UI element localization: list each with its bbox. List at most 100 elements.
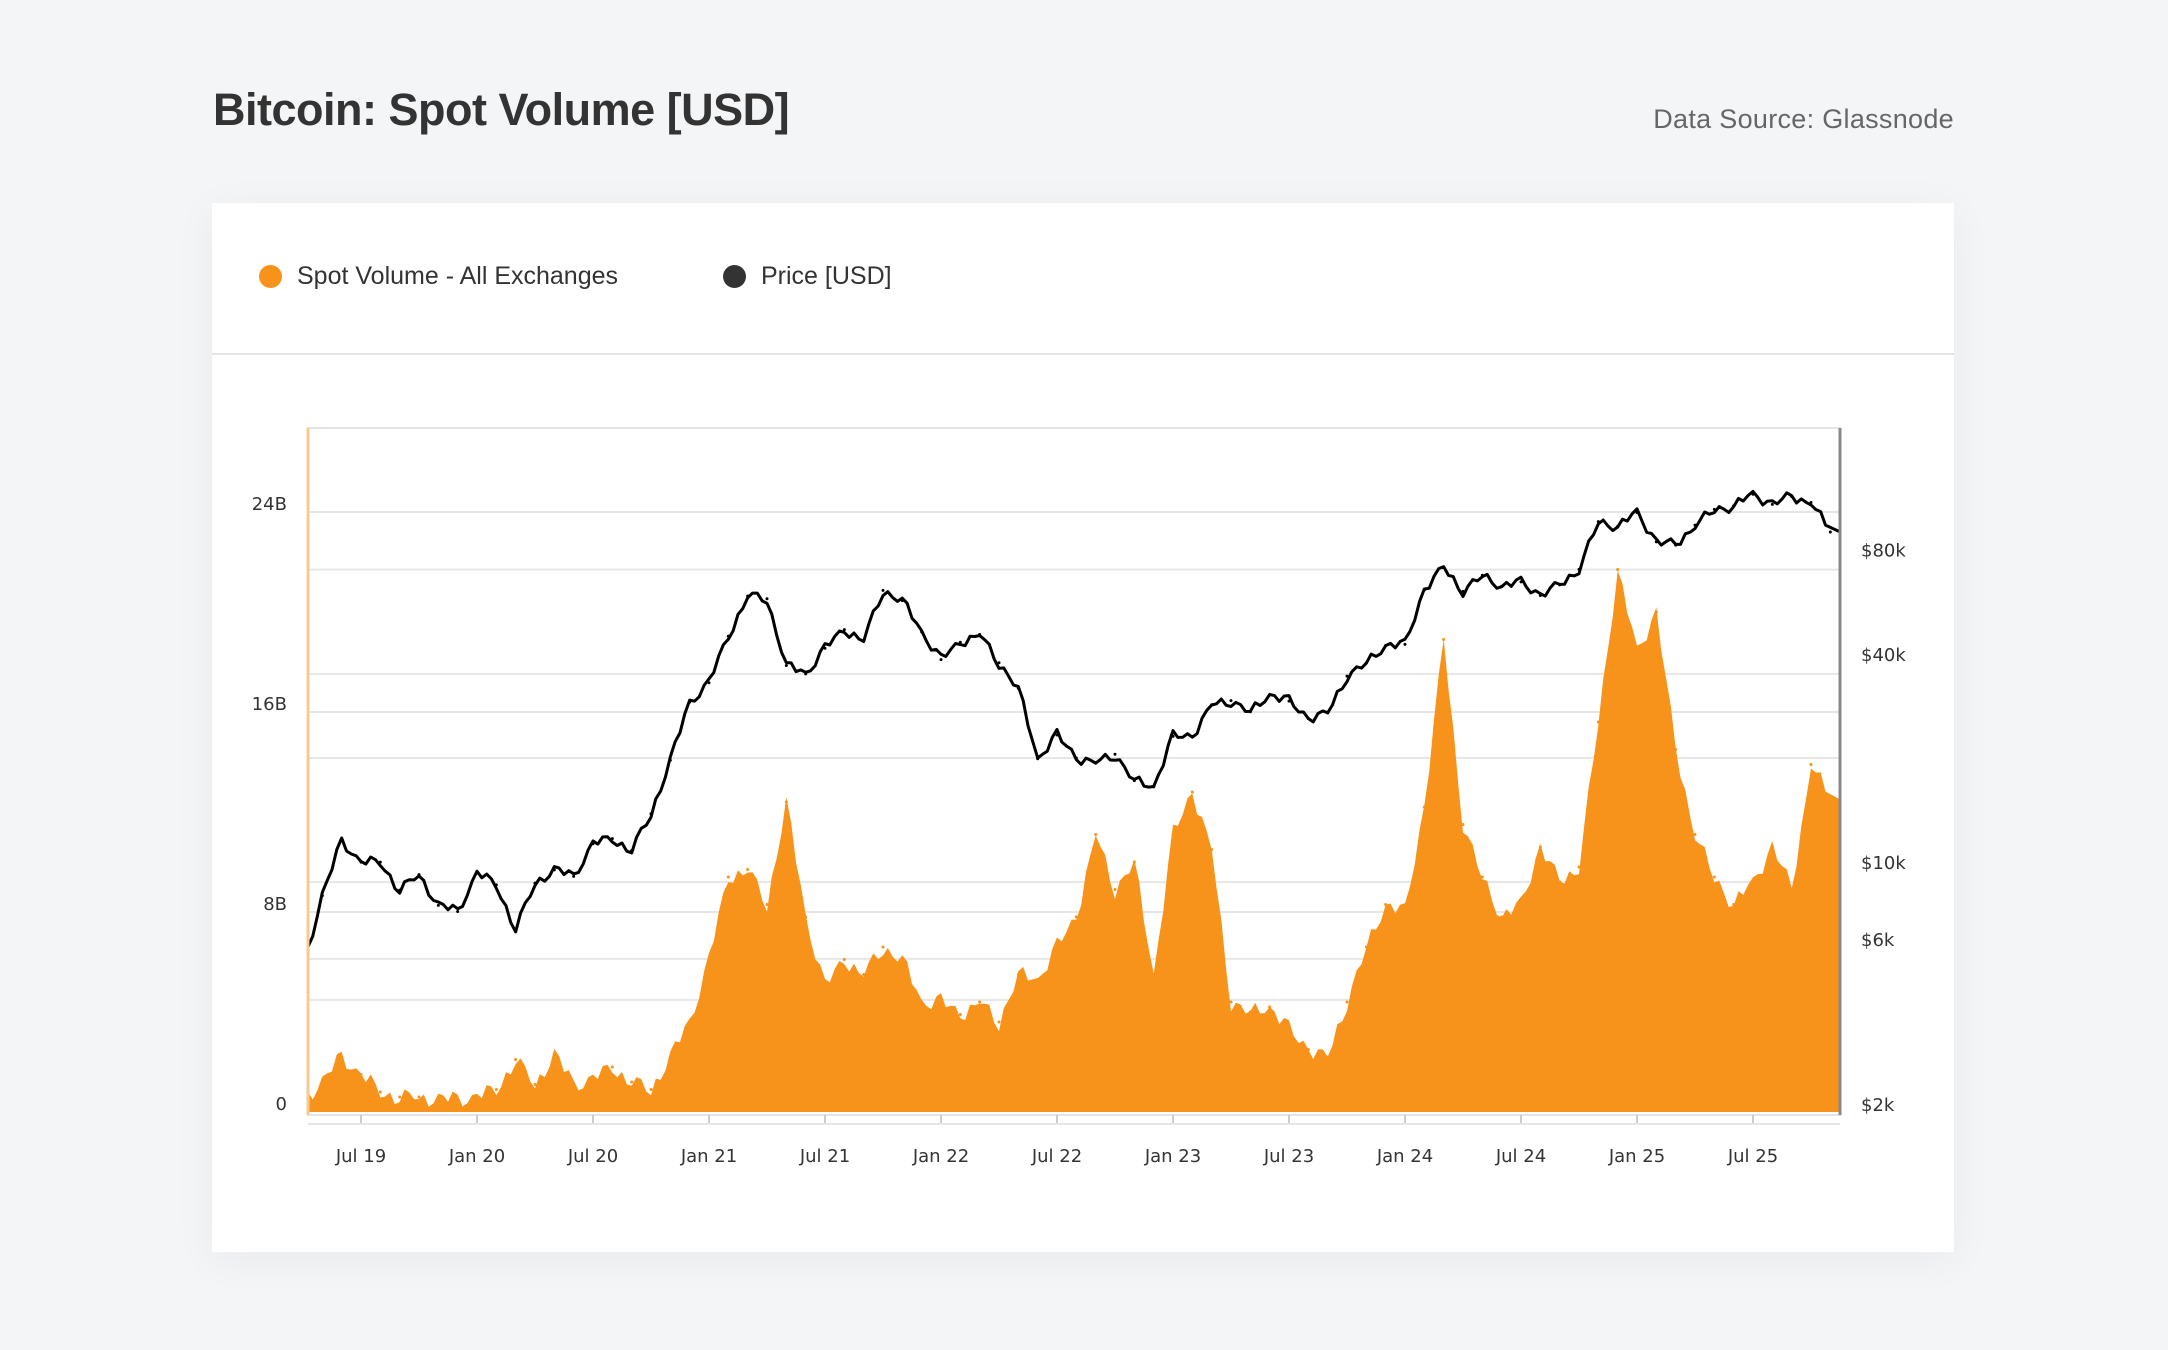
volume-point <box>804 915 808 919</box>
volume-point <box>978 1000 982 1004</box>
y-right-tick-label: $6k <box>1861 930 1895 951</box>
price-point <box>533 881 537 885</box>
price-point <box>514 927 518 931</box>
price-point <box>398 888 402 892</box>
price-point <box>1442 565 1446 569</box>
volume-point <box>1635 650 1639 654</box>
x-tick-label: Jul 20 <box>567 1146 618 1167</box>
volume-point <box>1828 798 1832 801</box>
price-point <box>1616 524 1620 528</box>
volume-point <box>436 1098 440 1101</box>
volume-point <box>1616 568 1620 571</box>
price-point <box>997 661 1001 665</box>
volume-point <box>746 868 750 871</box>
volume-point <box>920 1000 924 1004</box>
y-right-tick-label: $10k <box>1861 853 1906 874</box>
price-point <box>1364 661 1368 665</box>
volume-point <box>1712 875 1716 879</box>
x-tick-label: Jan 23 <box>1144 1146 1201 1167</box>
volume-point <box>1306 1048 1310 1051</box>
volume-point <box>378 1090 382 1094</box>
volume-point <box>475 1095 479 1099</box>
volume-point <box>939 1000 943 1004</box>
volume-point <box>1751 880 1755 884</box>
x-tick-label: Jul 19 <box>335 1146 386 1167</box>
volume-point <box>552 1053 556 1056</box>
volume-point <box>1384 903 1388 906</box>
price-point <box>1770 502 1774 506</box>
price-point <box>1152 785 1156 789</box>
volume-point <box>881 945 885 949</box>
price-point <box>1132 779 1136 783</box>
price-point <box>1712 507 1716 511</box>
y-right-tick-label: $2k <box>1861 1095 1895 1116</box>
volume-point <box>1596 720 1600 724</box>
price-point <box>958 640 962 644</box>
price-point <box>707 681 711 685</box>
legend-dot-price-icon <box>723 265 746 288</box>
y-right-tick-label: $40k <box>1861 645 1906 666</box>
price-point <box>494 883 498 887</box>
price-point <box>1306 717 1310 721</box>
price-point <box>900 599 904 603</box>
volume-point <box>1654 610 1658 614</box>
price-point <box>475 871 479 875</box>
volume-point <box>1248 1010 1252 1014</box>
price-point <box>1809 501 1813 505</box>
legend-label-price: Price [USD] <box>761 262 892 290</box>
price-point <box>456 910 460 914</box>
volume-point <box>1442 638 1446 641</box>
volume-point <box>514 1058 518 1061</box>
price-point <box>784 664 788 668</box>
price-point <box>688 700 692 704</box>
volume-point <box>610 1065 614 1069</box>
price-point <box>1461 589 1465 593</box>
x-tick-label: Jul 23 <box>1263 1146 1314 1167</box>
price-point <box>1732 504 1736 508</box>
volume-point <box>707 958 711 961</box>
x-tick-label: Jan 24 <box>1376 1146 1433 1167</box>
price-point <box>823 646 827 650</box>
volume-point <box>533 1083 537 1086</box>
price-point <box>417 873 421 877</box>
volume-point <box>398 1095 402 1099</box>
volume-point <box>1519 903 1523 906</box>
x-tick-label: Jan 21 <box>680 1146 737 1167</box>
volume-point <box>668 1055 672 1059</box>
price-point <box>1828 530 1832 534</box>
price-point <box>668 758 672 762</box>
price-point <box>1422 588 1426 592</box>
price-point <box>610 837 614 841</box>
x-tick-label: Jan 25 <box>1608 1146 1665 1167</box>
volume-point <box>1345 1000 1349 1004</box>
y-left-tick-label: 16B <box>252 694 287 715</box>
price-point <box>340 839 344 843</box>
price-point <box>1751 492 1755 496</box>
volume-point <box>1016 973 1020 976</box>
volume-point <box>765 903 769 906</box>
legend-item-price[interactable]: Price [USD] <box>723 262 892 291</box>
volume-point <box>1190 790 1194 794</box>
volume-point <box>1055 945 1059 949</box>
price-point <box>1654 540 1658 544</box>
legend-label-volume: Spot Volume - All Exchanges <box>297 262 619 290</box>
volume-point <box>591 1078 595 1081</box>
volume-point <box>1094 833 1098 836</box>
volume-point <box>1210 848 1214 851</box>
volume-point <box>1461 823 1465 826</box>
price-point <box>1577 567 1581 571</box>
price-point <box>436 903 440 907</box>
x-tick-label: Jul 24 <box>1495 1146 1546 1167</box>
price-point <box>1480 573 1484 577</box>
y-left-tick-label: 24B <box>252 494 287 515</box>
volume-point <box>1268 1005 1272 1009</box>
x-tick-label: Jan 22 <box>912 1146 969 1167</box>
price-point <box>1384 643 1388 647</box>
price-point <box>1693 523 1697 527</box>
price-point <box>1074 756 1078 760</box>
price-point <box>881 588 885 592</box>
legend-item-volume[interactable]: Spot Volume - All Exchanges <box>259 262 618 291</box>
price-point <box>1229 699 1233 703</box>
volume-area <box>308 570 1841 1112</box>
